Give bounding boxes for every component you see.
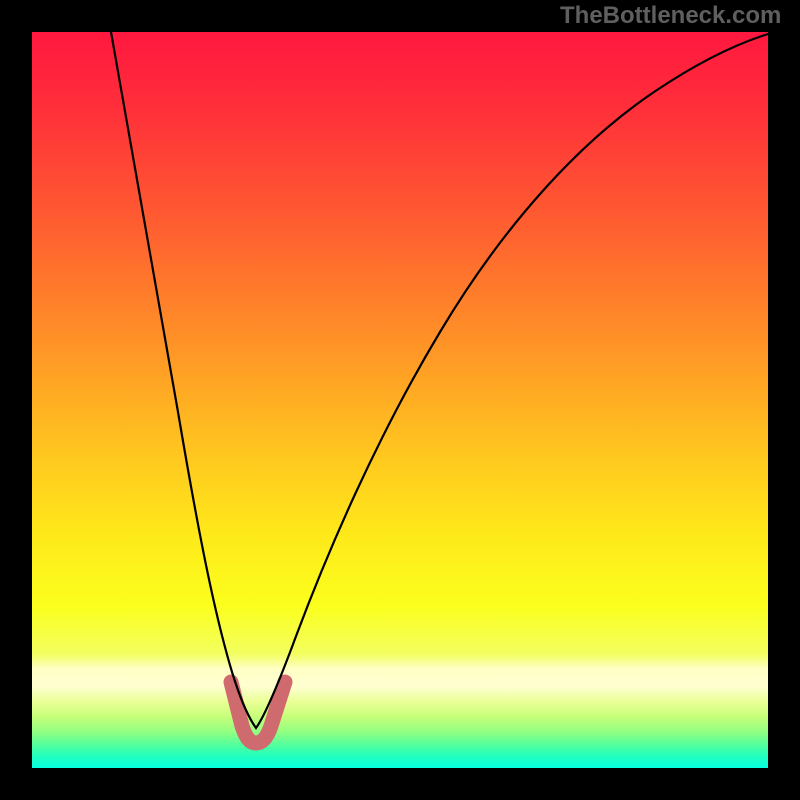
plot-area <box>32 32 768 768</box>
watermark-text: TheBottleneck.com <box>560 2 781 30</box>
chart-svg <box>32 32 768 768</box>
gradient-background <box>32 32 768 768</box>
